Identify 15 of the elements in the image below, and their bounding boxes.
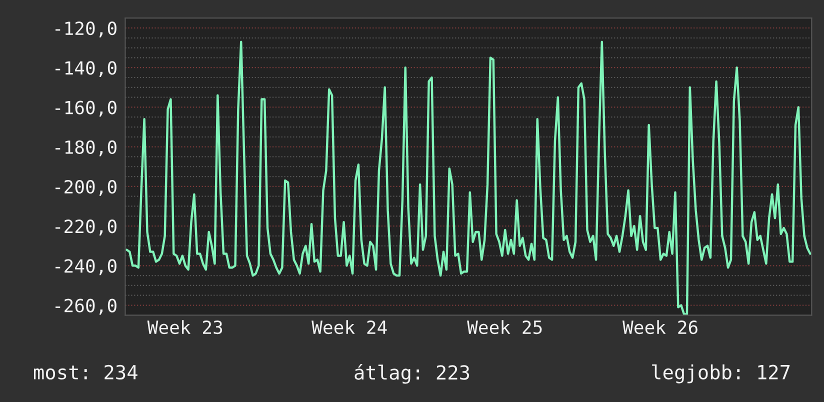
- y-tick-label: -220,0: [56, 220, 116, 236]
- y-tick-label: -160,0: [56, 100, 116, 117]
- text: átlag: 223: [354, 364, 470, 384]
- x-tick-label: Week 25: [467, 320, 542, 334]
- y-tick-label: -120,0: [56, 22, 116, 38]
- y-tick-label: -180,0: [56, 140, 116, 156]
- x-tick-label: Week 23: [147, 320, 222, 334]
- x-tick-label: Week 24: [312, 320, 387, 334]
- y-tick-label: -140,0: [56, 61, 116, 78]
- y-tick-label: -260,0: [56, 298, 116, 315]
- x-tick-label: Week 26: [622, 320, 698, 334]
- y-tick-label: -200,0: [56, 180, 116, 196]
- y-tick-label: -240,0: [56, 259, 116, 276]
- text: most: 234: [34, 364, 138, 380]
- text: legjobb: 127: [652, 364, 790, 384]
